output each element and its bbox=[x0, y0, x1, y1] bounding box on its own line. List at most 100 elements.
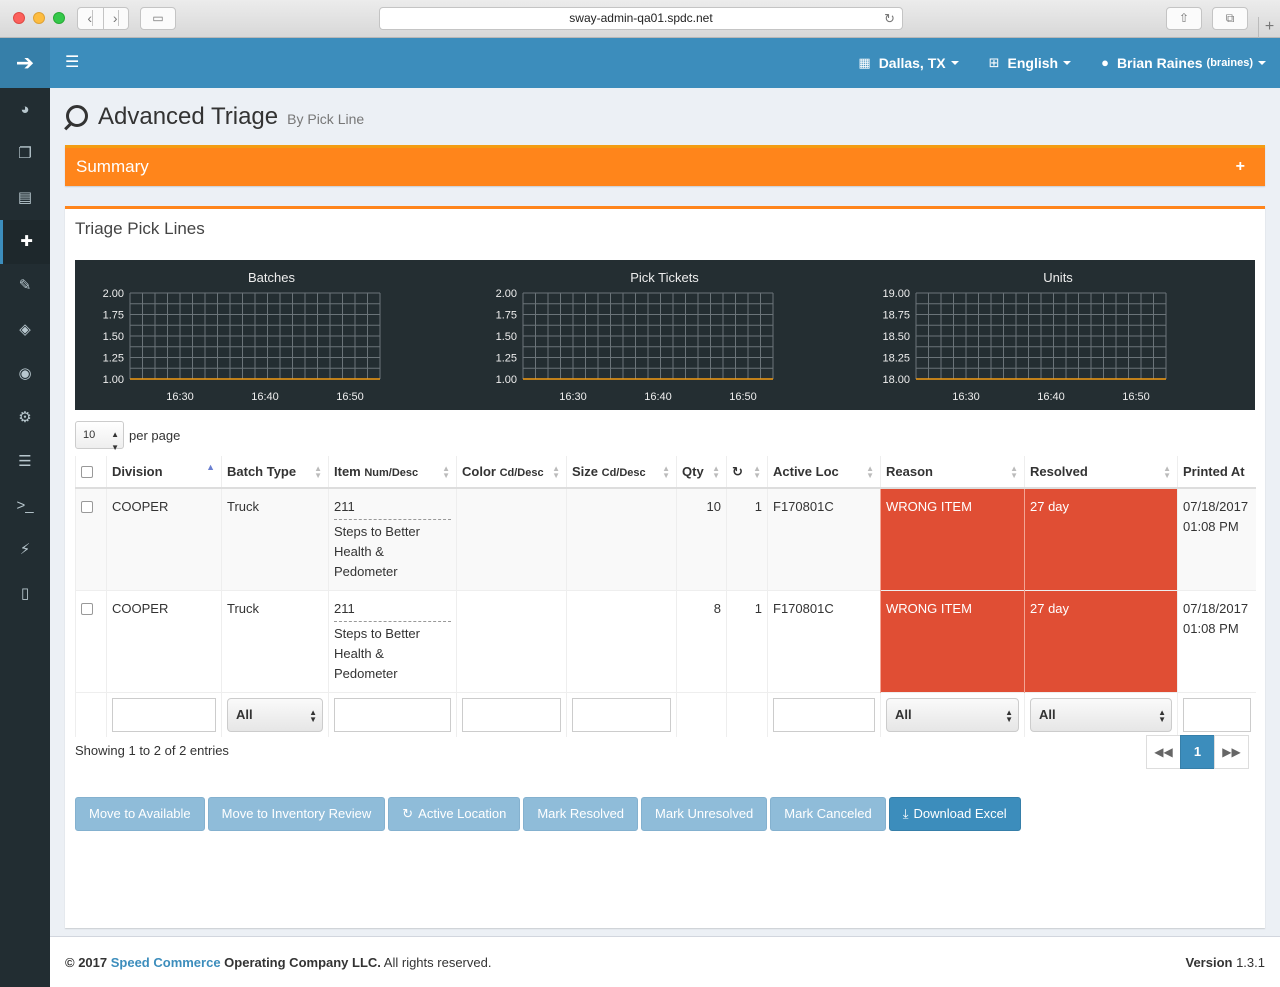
list-icon: ☰ bbox=[18, 453, 32, 470]
page-title: Advanced Triage bbox=[98, 103, 279, 130]
cell-qty: 10 bbox=[676, 487, 727, 591]
download-excel-button[interactable]: ⤓ Download Excel bbox=[888, 797, 1021, 831]
share-button[interactable]: ⇧ bbox=[1166, 7, 1202, 30]
cell-item: 211 Steps to Better Health & Pedometer bbox=[328, 487, 457, 591]
col-item[interactable]: Item Num/Desc ▲ ▼ bbox=[328, 456, 457, 489]
row-checkbox[interactable] bbox=[81, 602, 93, 615]
medkit-icon: ✚ bbox=[20, 233, 33, 250]
col-color[interactable]: Color Cd/Desc ▲ ▼ bbox=[456, 456, 567, 489]
address-bar[interactable]: sway-admin-qa01.spdc.net ↻ bbox=[379, 7, 903, 30]
sidebar-item-settings[interactable]: ⚙ bbox=[0, 396, 50, 440]
refresh-icon: ↻ bbox=[402, 806, 414, 821]
table-row[interactable]: COOPER Truck 211 Steps to Better Health … bbox=[75, 590, 1256, 693]
sidebar-item-lists[interactable]: ☰ bbox=[0, 440, 50, 484]
reason-filter-select[interactable]: All ▲ ▼ bbox=[886, 698, 1019, 732]
col-resolved[interactable]: Resolved ▲ ▼ bbox=[1024, 456, 1178, 489]
copyright-suffix: Operating Company LLC. bbox=[220, 955, 381, 970]
size-filter-input[interactable] bbox=[572, 698, 671, 732]
show-tabs-button[interactable]: ⧉ bbox=[1212, 7, 1248, 30]
button-label: Active Location bbox=[418, 806, 507, 821]
next-page-button[interactable]: ▶▶ bbox=[1214, 735, 1249, 769]
sidebar-icon: ▭ bbox=[152, 11, 164, 25]
expand-icon[interactable]: + bbox=[1235, 158, 1245, 175]
sidebar-item-documents[interactable]: ▤ bbox=[0, 176, 50, 220]
per-page-select[interactable]: 10 ▲ ▼ bbox=[75, 421, 124, 452]
mark-canceled-button[interactable]: Mark Canceled bbox=[770, 797, 886, 831]
zoom-window-button[interactable] bbox=[53, 12, 65, 24]
cell-printed-at: 07/18/2017 01:08 PM bbox=[1177, 487, 1256, 591]
printed-time: 01:08 PM bbox=[1183, 621, 1239, 636]
back-button[interactable]: ‹ bbox=[78, 8, 104, 29]
sidebar-toggle-button[interactable]: ▭ bbox=[140, 7, 176, 30]
location-dropdown[interactable]: ▦ Dallas, TX bbox=[858, 38, 959, 88]
sidebar-item-triage[interactable]: ✚ bbox=[0, 220, 50, 264]
page-button[interactable]: 1 bbox=[1180, 735, 1215, 769]
item-number[interactable]: 211 bbox=[334, 599, 451, 622]
printed-at-filter-input[interactable] bbox=[1183, 698, 1251, 732]
row-checkbox[interactable] bbox=[81, 500, 93, 513]
col-printed-at[interactable]: Printed At bbox=[1177, 456, 1256, 489]
item-filter-input[interactable] bbox=[334, 698, 451, 732]
select-all-checkbox[interactable] bbox=[81, 465, 93, 478]
col-retries[interactable]: ↻ ▲ ▼ bbox=[726, 456, 768, 489]
user-dropdown[interactable]: ● Brian Raines (braines) bbox=[1101, 38, 1266, 88]
color-filter-input[interactable] bbox=[462, 698, 561, 732]
action-buttons: Move to Available Move to Inventory Revi… bbox=[75, 797, 1024, 831]
new-tab-button[interactable]: + bbox=[1258, 17, 1280, 38]
sidebar-item-dashboard[interactable]: ◕ bbox=[0, 88, 50, 132]
batch-type-filter-select[interactable]: All ▲ ▼ bbox=[227, 698, 323, 732]
rights-text: All rights reserved. bbox=[380, 955, 492, 970]
sidebar-item-terminal[interactable]: >_ bbox=[0, 484, 50, 528]
sidebar-item-users[interactable]: ◉ bbox=[0, 352, 50, 396]
active-loc-filter-input[interactable] bbox=[773, 698, 875, 732]
previous-page-button[interactable]: ◀◀ bbox=[1146, 735, 1181, 769]
file-icon: ▤ bbox=[17, 189, 33, 206]
dashboard-icon: ◕ bbox=[20, 101, 30, 118]
sidebar-item-copies[interactable]: ❐ bbox=[0, 132, 50, 176]
col-label: Active Loc bbox=[773, 464, 839, 479]
active-location-button[interactable]: ↻ Active Location bbox=[388, 797, 521, 831]
logo[interactable]: ➔ bbox=[0, 38, 50, 88]
search-icon bbox=[66, 105, 88, 127]
item-number[interactable]: 211 bbox=[334, 497, 451, 520]
language-dropdown[interactable]: ⊞ English bbox=[989, 38, 1072, 88]
filter-cell: All ▲ ▼ bbox=[1024, 692, 1178, 737]
sidebar-item-plugins[interactable]: ⚡ bbox=[0, 528, 50, 572]
minimize-window-button[interactable] bbox=[33, 12, 45, 24]
per-page-label: per page bbox=[129, 427, 181, 443]
menu-toggle-icon[interactable]: ☰ bbox=[65, 54, 80, 71]
table-row[interactable]: COOPER Truck 211 Steps to Better Health … bbox=[75, 487, 1256, 591]
button-label: Mark Resolved bbox=[537, 806, 625, 821]
filter-cell: All ▲ ▼ bbox=[221, 692, 329, 737]
col-size[interactable]: Size Cd/Desc ▲ ▼ bbox=[566, 456, 677, 489]
col-division[interactable]: Division ▲ bbox=[106, 456, 222, 489]
printed-date: 07/18/2017 bbox=[1183, 499, 1249, 514]
mark-resolved-button[interactable]: Mark Resolved bbox=[523, 797, 639, 831]
cell-qty: 8 bbox=[676, 590, 727, 693]
sidebar-item-devices[interactable]: ▯ bbox=[0, 572, 50, 616]
col-sublabel: Cd/Desc bbox=[601, 467, 646, 479]
box-title: Triage Pick Lines bbox=[75, 219, 205, 238]
sort-icon: ▲ ▼ bbox=[662, 464, 670, 480]
sidebar-item-tools[interactable]: ✎ bbox=[0, 264, 50, 308]
move-to-available-button[interactable]: Move to Available bbox=[75, 797, 205, 831]
summary-box[interactable]: Summary + bbox=[65, 145, 1265, 186]
mark-unresolved-button[interactable]: Mark Unresolved bbox=[641, 797, 768, 831]
close-window-button[interactable] bbox=[13, 12, 25, 24]
sidebar-item-inventory[interactable]: ◈ bbox=[0, 308, 50, 352]
col-label: Batch Type bbox=[227, 464, 297, 479]
division-filter-input[interactable] bbox=[112, 698, 216, 732]
move-to-inventory-review-button[interactable]: Move to Inventory Review bbox=[207, 797, 386, 831]
resolved-filter-select[interactable]: All ▲ ▼ bbox=[1030, 698, 1172, 732]
mobile-icon: ▯ bbox=[20, 585, 30, 602]
footer: © 2017 Speed Commerce Operating Company … bbox=[50, 936, 1280, 987]
reload-icon[interactable]: ↻ bbox=[884, 11, 895, 26]
forward-button[interactable]: › bbox=[104, 8, 129, 29]
col-active-loc[interactable]: Active Loc ▲ ▼ bbox=[767, 456, 881, 489]
col-reason[interactable]: Reason ▲ ▼ bbox=[880, 456, 1025, 489]
col-batch-type[interactable]: Batch Type ▲ ▼ bbox=[221, 456, 329, 489]
user-circle-icon: ◉ bbox=[18, 365, 32, 382]
col-qty[interactable]: Qty ▲ ▼ bbox=[676, 456, 727, 489]
company-link[interactable]: Speed Commerce bbox=[110, 955, 221, 970]
copyright-prefix: © 2017 bbox=[65, 955, 111, 970]
